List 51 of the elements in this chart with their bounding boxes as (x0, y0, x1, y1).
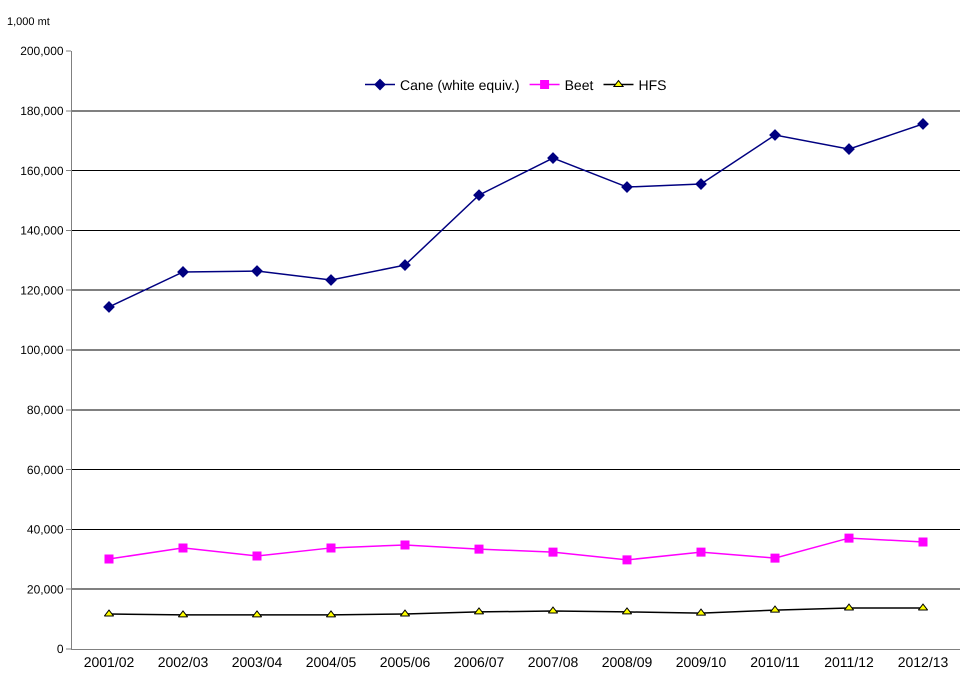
point (178, 543, 188, 552)
point (177, 266, 189, 278)
y-tick-label: 80,000 (26, 403, 64, 417)
y-tick-label: 100,000 (20, 343, 64, 358)
point (474, 544, 484, 554)
x-tick-label: 2006/07 (454, 654, 505, 670)
y-tick-label: 180,000 (20, 104, 64, 118)
x-tick-label: 2003/04 (232, 654, 283, 670)
point (622, 555, 632, 564)
point (326, 543, 336, 552)
y-tick-label: 120,000 (20, 283, 64, 298)
point (399, 259, 411, 271)
point (251, 265, 263, 277)
point (696, 548, 706, 557)
y-tick-label: 0 (56, 642, 64, 656)
y-tick-label: 40,000 (26, 522, 64, 537)
point (548, 548, 558, 557)
point (473, 189, 485, 201)
point (252, 552, 262, 561)
point (769, 129, 781, 141)
legend-label: HFS (638, 77, 666, 93)
point (917, 118, 929, 130)
point (843, 143, 855, 155)
point (621, 181, 633, 193)
legend-label: Cane (white equiv.) (400, 77, 520, 93)
point (695, 178, 707, 190)
point (770, 554, 780, 563)
y-tick-label: 20,000 (26, 582, 64, 596)
y-tick-label: 160,000 (20, 164, 64, 178)
point (104, 554, 114, 564)
point (400, 540, 410, 550)
x-tick-label: 2008/09 (602, 654, 653, 670)
x-tick-label: 2012/13 (898, 654, 949, 670)
x-tick-label: 2001/02 (84, 654, 135, 670)
y-tick-label: 140,000 (20, 224, 64, 238)
point (918, 537, 928, 546)
x-tick-label: 2010/11 (750, 654, 800, 670)
y-axis-title: 1,000 mt (7, 16, 50, 28)
x-tick-label: 2009/10 (676, 654, 727, 670)
point (325, 274, 337, 286)
y-tick-label: 60,000 (26, 462, 64, 477)
x-tick-label: 2011/12 (824, 654, 874, 670)
x-tick-label: 2004/05 (306, 654, 357, 670)
legend-label: Beet (564, 77, 594, 93)
y-tick-label: 200,000 (20, 44, 64, 58)
x-tick-label: 2002/03 (158, 654, 209, 670)
point (547, 152, 559, 164)
point (103, 301, 115, 313)
x-tick-label: 2005/06 (380, 654, 431, 670)
point (844, 534, 854, 543)
x-tick-label: 2007/08 (528, 654, 579, 670)
